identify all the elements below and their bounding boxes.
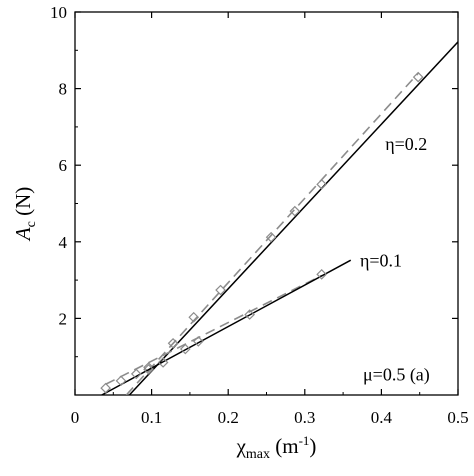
x-tick-label: 0.2 — [218, 408, 239, 427]
series-1-point — [192, 336, 204, 347]
x-tick-label: 0 — [71, 408, 80, 427]
series-1-point — [157, 357, 169, 368]
y-tick-label: 6 — [59, 156, 68, 175]
annotation: η=0.1 — [360, 251, 402, 271]
series-0-point — [412, 71, 424, 83]
series-0-point — [143, 362, 154, 373]
y-axis-label: Ac (N) — [11, 187, 39, 242]
series-0-fit-line — [128, 41, 458, 395]
series-0-point — [167, 337, 179, 349]
x-tick-label: 0.1 — [141, 408, 162, 427]
plot-frame — [74, 11, 459, 396]
series-0-point — [215, 284, 226, 296]
series-1-point — [143, 363, 154, 375]
series-0-point — [265, 231, 277, 243]
series-0-point — [316, 179, 328, 190]
y-tick-label: 8 — [59, 80, 68, 99]
series-0-point — [188, 311, 200, 323]
series-1-point — [100, 382, 111, 394]
series-1-fit-line — [101, 259, 352, 395]
series-1-dashed-fit-line — [105, 274, 323, 385]
y-tick-label: 2 — [59, 309, 68, 328]
series-1-point — [179, 343, 191, 355]
y-tick-label: 10 — [50, 3, 67, 22]
x-tick-label: 0.5 — [447, 408, 468, 427]
x-axis-label: χmax (m-1) — [236, 433, 317, 462]
x-tick-label: 0.3 — [294, 408, 315, 427]
annotation: μ=0.5 (a) — [363, 364, 430, 385]
series-1-point — [244, 309, 255, 320]
series-1-point — [130, 368, 142, 380]
series-0-point — [289, 205, 301, 217]
series-1-point — [115, 375, 127, 387]
series-1-point — [316, 269, 328, 280]
x-tick-label: 0.4 — [371, 408, 393, 427]
annotation: η=0.2 — [385, 134, 427, 154]
y-tick-label: 4 — [59, 233, 68, 252]
